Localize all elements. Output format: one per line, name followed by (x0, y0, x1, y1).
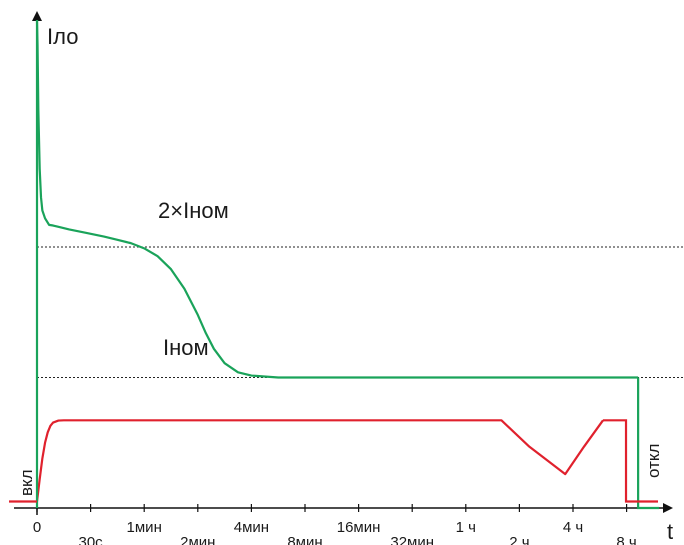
x-tick-label: 4 ч (563, 519, 583, 536)
series (9, 19, 659, 510)
x-tick-label: 8мин (287, 534, 322, 545)
ref-label-2x-nominal: 2×Iном (158, 198, 229, 223)
reference-lines (37, 246, 684, 379)
y-axis-label: Iло (47, 24, 78, 49)
x-tick-label: 2 ч (509, 534, 529, 545)
x-tick-label: 32мин (390, 534, 434, 545)
x-tick-label: 0 (33, 519, 41, 536)
x-tick-label: 4мин (234, 519, 269, 536)
series-red-off (603, 419, 658, 503)
x-tick-label: 8 ч (616, 534, 636, 545)
x-tick-label: 1мин (127, 519, 162, 536)
state-label-on: вкл (17, 469, 36, 496)
x-ticks: 0 30с 1мин 2мин 4мин 8мин 16мин 32мин 1 ч 2 ч 4 ч 8… (33, 504, 637, 545)
state-label-off: откл (644, 444, 663, 478)
x-tick-label: 1 ч (456, 519, 476, 536)
x-axis-label: t (667, 519, 673, 544)
x-tick-label: 16мин (337, 519, 381, 536)
series-line-red (35, 419, 604, 502)
x-tick-label: 2мин (180, 534, 215, 545)
series-green-off (637, 377, 659, 510)
ref-label-nominal: Iном (163, 335, 209, 360)
x-tick-label: 30с (79, 534, 104, 545)
series-line-green (35, 19, 639, 379)
